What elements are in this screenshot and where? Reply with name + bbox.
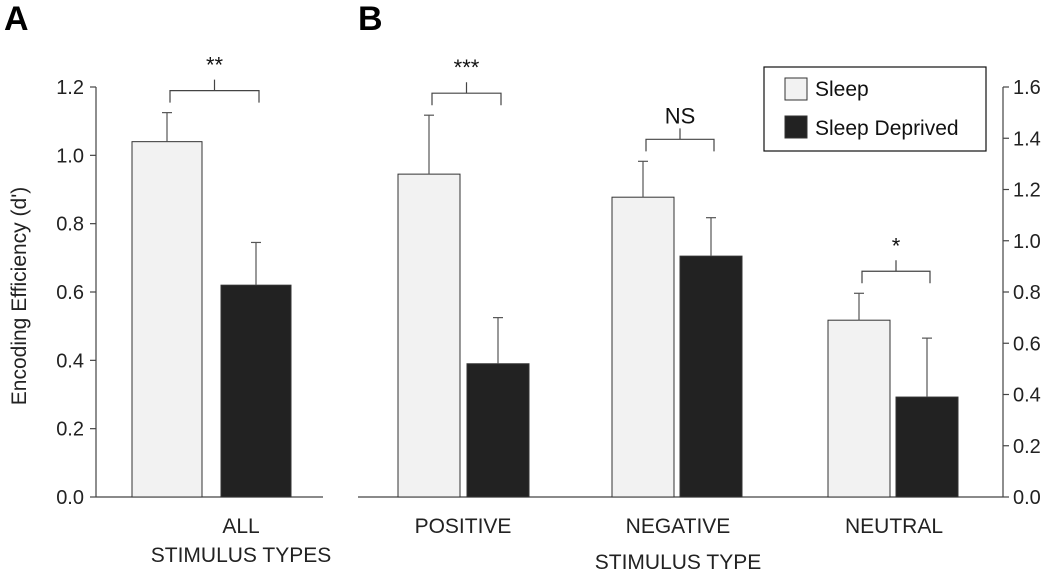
bar-sleep-deprived xyxy=(466,363,530,498)
bar-sleep xyxy=(611,196,675,498)
bar-sleep-deprived xyxy=(895,396,959,498)
panel-b-category-neutral: NEUTRAL xyxy=(845,515,943,538)
y-tick-label: 0.6 xyxy=(1013,333,1041,355)
y-tick-label: 0.4 xyxy=(56,350,84,372)
y-tick-label: 0.0 xyxy=(56,487,84,509)
legend-swatch-sleep-deprived xyxy=(784,115,808,139)
bar-sleep xyxy=(397,173,461,498)
legend-swatch-sleep xyxy=(784,77,808,101)
bar-sleep-deprived xyxy=(220,284,292,498)
significance-label: ** xyxy=(206,53,224,78)
legend-label-sleep: Sleep xyxy=(815,78,869,101)
y-tick-label: 0.8 xyxy=(1013,282,1041,304)
y-tick-label: 0.4 xyxy=(1013,385,1041,407)
significance-label: * xyxy=(892,233,901,258)
significance-bracket xyxy=(431,82,502,106)
y-tick-label: 0.2 xyxy=(56,419,84,441)
bar-sleep xyxy=(827,319,891,498)
bar-sleep-deprived xyxy=(679,255,743,498)
y-tick-label: 1.2 xyxy=(56,77,84,99)
y-tick-label: 1.2 xyxy=(1013,180,1041,202)
panel-a-significance: ** xyxy=(169,53,260,103)
y-tick-label: 0.0 xyxy=(1013,487,1041,509)
panel-label-a: A xyxy=(4,0,29,38)
y-tick-label: 0.8 xyxy=(56,214,84,236)
y-tick-label: 1.0 xyxy=(56,145,84,167)
panel-a-bars xyxy=(131,141,292,498)
significance-label: *** xyxy=(454,55,480,80)
y-tick-label: 0.2 xyxy=(1013,436,1041,458)
y-tick-label: 1.6 xyxy=(1013,77,1041,99)
y-tick-label: 1.4 xyxy=(1013,128,1041,150)
y-tick-label: 1.0 xyxy=(1013,231,1041,253)
panel-b-ticks: 0.0 0.2 0.4 0.6 0.8 1.0 1.2 1.4 1.6 xyxy=(1003,77,1041,509)
y-axis-title: Encoding Efficiency (d') xyxy=(8,187,31,405)
panel-a-error-bars xyxy=(162,112,261,286)
y-tick-label: 0.6 xyxy=(56,282,84,304)
bar-sleep xyxy=(131,141,203,498)
significance-label: NS xyxy=(665,103,696,128)
panel-b-category-positive: POSITIVE xyxy=(415,515,512,538)
panel-b-category-negative: NEGATIVE xyxy=(626,515,731,538)
panel-b-significance: *** NS * xyxy=(431,55,931,284)
significance-bracket xyxy=(645,128,715,152)
panel-label-b: B xyxy=(358,0,383,38)
significance-bracket xyxy=(169,79,260,103)
panel-a-category-label-line1: ALL xyxy=(222,515,259,538)
panel-a-ticks: 0.0 0.2 0.4 0.6 0.8 1.0 1.2 xyxy=(56,77,96,509)
legend-label-sleep-deprived: Sleep Deprived xyxy=(815,117,959,140)
panel-a-category-label-line2: STIMULUS TYPES xyxy=(151,544,332,567)
significance-bracket xyxy=(861,260,931,284)
panel-b-bars xyxy=(397,173,959,498)
x-axis-title: STIMULUS TYPE xyxy=(595,551,761,572)
legend: Sleep Sleep Deprived xyxy=(763,66,987,152)
panel-b-error-bars xyxy=(424,114,932,398)
